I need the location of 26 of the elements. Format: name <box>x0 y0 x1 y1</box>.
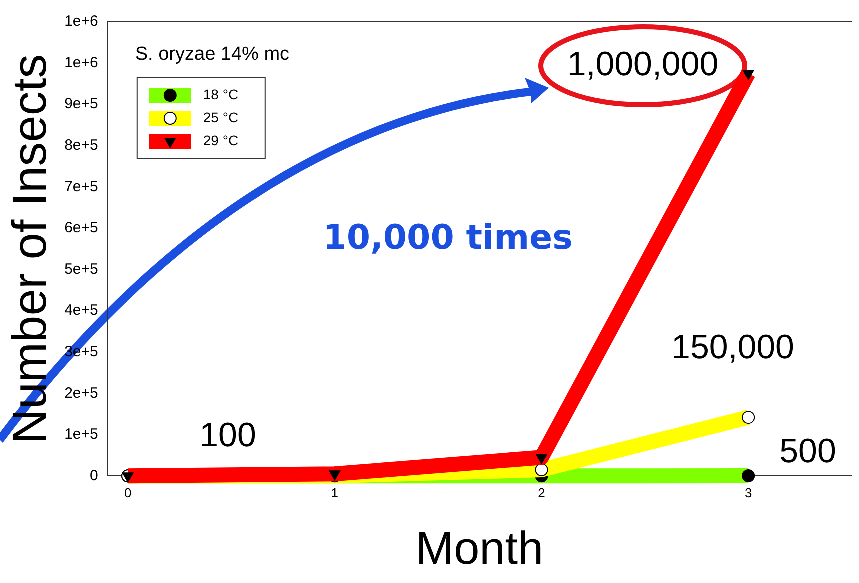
annotation: 1,000,000 <box>567 45 719 84</box>
y-tick-label: 4e+5 <box>64 302 98 320</box>
x-tick-label: 0 <box>124 486 132 501</box>
y-tick-label: 1e+6 <box>64 13 98 30</box>
x-tick-label: 2 <box>538 486 546 501</box>
legend-label: 25 °C <box>203 109 239 126</box>
y-tick-label: 1e+6 <box>64 54 98 72</box>
legend-label: 29 °C <box>203 132 239 148</box>
x-tick-label: 1 <box>331 486 339 501</box>
y-tick-label: 0 <box>90 467 98 484</box>
x-tick-label: 3 <box>744 486 752 501</box>
y-tick-label: 2e+5 <box>64 384 98 402</box>
annotation: 150,000 <box>672 328 794 366</box>
legend-label: 18 °C <box>203 86 239 102</box>
y-tick-label: 9e+5 <box>64 96 98 113</box>
y-tick-label: 8e+5 <box>64 137 98 154</box>
x-axis-title: Month <box>416 522 544 574</box>
annotation: 10,000 times <box>323 218 573 258</box>
text: S. oryzae 14% mc <box>135 44 290 66</box>
y-axis-title: Number of Insects <box>4 54 58 444</box>
y-tick-label: 6e+5 <box>64 220 98 237</box>
y-tick-label: 5e+5 <box>64 260 98 278</box>
y-tick-label: 1e+5 <box>64 426 98 444</box>
y-tick-label: 7e+5 <box>64 178 98 196</box>
annotation: 500 <box>780 432 836 470</box>
annotation: 100 <box>200 416 256 454</box>
